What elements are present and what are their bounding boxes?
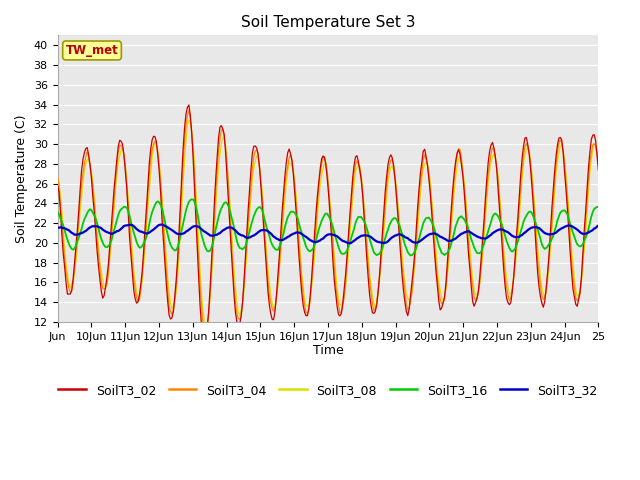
Y-axis label: Soil Temperature (C): Soil Temperature (C) [15, 114, 28, 243]
X-axis label: Time: Time [312, 345, 343, 358]
Legend: SoilT3_02, SoilT3_04, SoilT3_08, SoilT3_16, SoilT3_32: SoilT3_02, SoilT3_04, SoilT3_08, SoilT3_… [53, 379, 603, 402]
Title: Soil Temperature Set 3: Soil Temperature Set 3 [241, 15, 415, 30]
Text: TW_met: TW_met [66, 44, 118, 57]
